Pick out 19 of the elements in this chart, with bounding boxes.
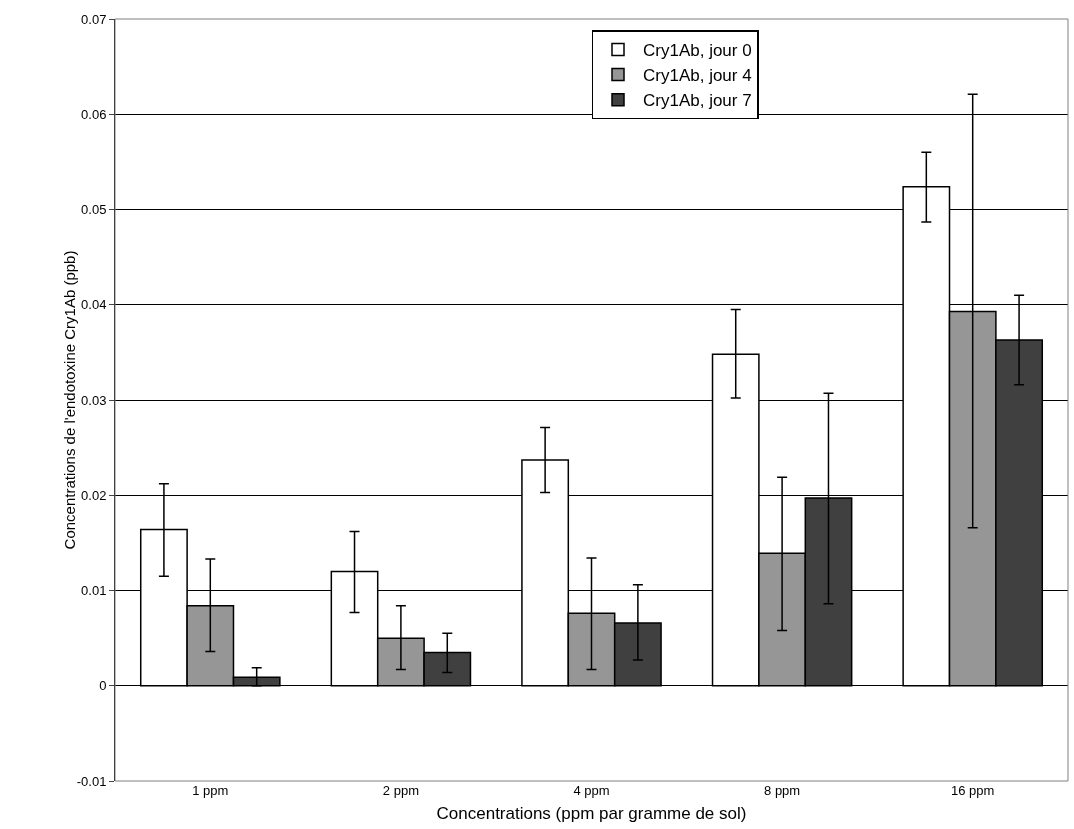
y-tick-label: 0.01 [81, 583, 107, 599]
y-tick-label: 0.04 [81, 297, 107, 313]
legend-label: Cry1Ab, jour 7 [643, 91, 752, 111]
y-tick-label: 0 [99, 678, 107, 694]
y-tick-label: 0.03 [81, 392, 107, 408]
y-tick-label: 0.05 [81, 202, 107, 218]
y-tick-label: 0.07 [81, 11, 107, 27]
y-tick-label: -0.01 [76, 773, 107, 789]
x-tick-label: 2 ppm [382, 783, 419, 798]
y-axis-title: Concentrations de l'endotoxine Cry1Ab (ppb) [61, 250, 78, 550]
y-tick-label: 0.06 [81, 106, 107, 122]
x-tick-label: 16 ppm [951, 783, 995, 798]
y-tick-label: 0.02 [81, 487, 107, 503]
x-axis-title: Concentrations (ppm par gramme de sol) [436, 804, 747, 824]
legend-label: Cry1Ab, jour 0 [643, 41, 752, 61]
x-tick-label: 4 ppm [573, 783, 610, 798]
legend-label: Cry1Ab, jour 4 [643, 66, 752, 86]
x-tick-label: 1 ppm [192, 783, 229, 798]
x-tick-label: 8 ppm [764, 783, 801, 798]
